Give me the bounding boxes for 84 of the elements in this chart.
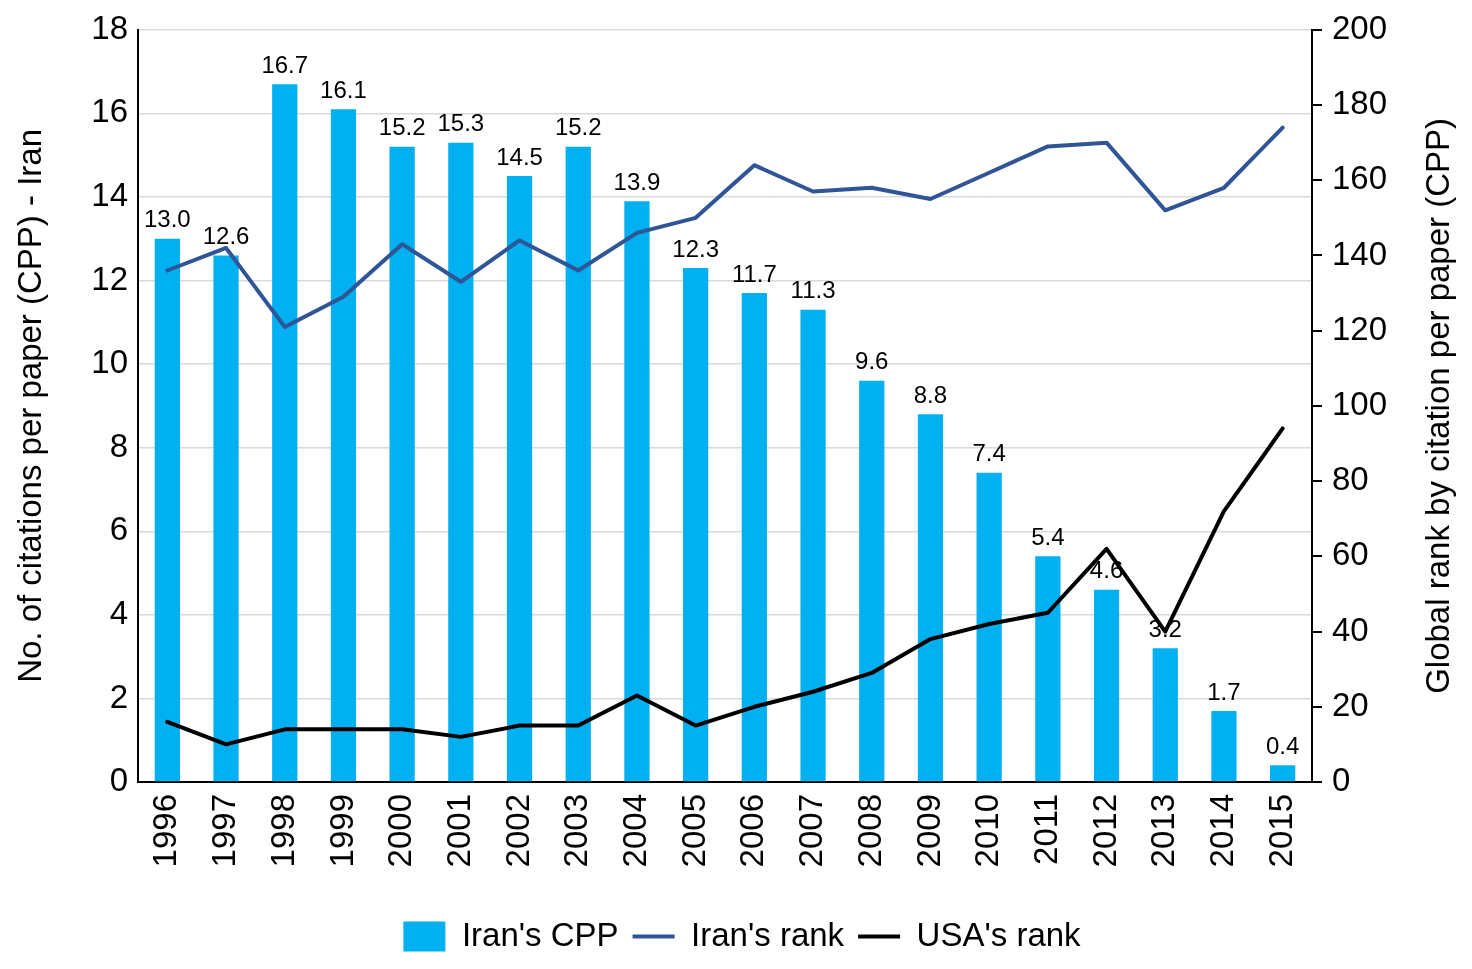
data-label: 0.4 bbox=[1265, 731, 1300, 759]
x-tick-label: 2010 bbox=[968, 794, 1006, 868]
y2-tick-label: 180 bbox=[1332, 84, 1388, 122]
y2-tick-label: 120 bbox=[1332, 309, 1388, 347]
bar bbox=[389, 146, 415, 782]
legend-label: Iran's rank bbox=[691, 915, 845, 953]
y2-tick-label: 40 bbox=[1332, 610, 1369, 648]
bar bbox=[1211, 710, 1237, 782]
x-tick-label: 2006 bbox=[733, 794, 771, 868]
y-tick-label: 12 bbox=[91, 259, 128, 297]
x-tick-label: 2012 bbox=[1085, 794, 1123, 868]
y2-tick-label: 20 bbox=[1332, 685, 1369, 723]
bar bbox=[272, 84, 298, 782]
data-label: 1.7 bbox=[1207, 677, 1241, 705]
x-tick-label: 2005 bbox=[674, 794, 712, 868]
x-tick-label: 2004 bbox=[616, 794, 654, 868]
y-axis-title: No. of citations per paper (CPP) - Iran bbox=[10, 128, 48, 683]
data-label: 16.7 bbox=[261, 50, 309, 78]
data-label: 12.6 bbox=[202, 222, 250, 250]
y-tick-label: 18 bbox=[91, 8, 128, 46]
x-tick-label: 2003 bbox=[557, 794, 595, 868]
y-tick-label: 0 bbox=[109, 761, 128, 799]
y2-tick-label: 160 bbox=[1332, 159, 1388, 197]
x-tick-label: 2008 bbox=[850, 794, 888, 868]
bar bbox=[1270, 765, 1296, 782]
legend-label: USA's rank bbox=[916, 915, 1082, 953]
x-tick-label: 1999 bbox=[322, 794, 360, 868]
x-tick-label: 1998 bbox=[263, 794, 301, 868]
y2-tick-label: 80 bbox=[1332, 460, 1369, 498]
bar bbox=[506, 176, 533, 782]
x-tick-label: 2014 bbox=[1203, 794, 1241, 868]
y-tick-label: 6 bbox=[109, 510, 128, 548]
y-tick-label: 14 bbox=[91, 176, 128, 214]
y2-tick-label: 100 bbox=[1332, 384, 1388, 422]
y2-axis-title: Global rank by citation per paper (CPP) bbox=[1419, 117, 1457, 694]
y2-tick-label: 0 bbox=[1332, 761, 1351, 799]
data-label: 14.5 bbox=[496, 142, 543, 170]
data-label: 13.9 bbox=[613, 167, 661, 195]
data-label: 8.8 bbox=[913, 380, 948, 408]
y2-tick-label: 200 bbox=[1332, 8, 1388, 46]
bar bbox=[741, 293, 767, 782]
data-label: 9.6 bbox=[855, 347, 889, 375]
y2-tick-label: 140 bbox=[1332, 234, 1388, 272]
x-tick-label: 2011 bbox=[1026, 794, 1064, 865]
x-tick-label: 2000 bbox=[381, 794, 419, 868]
data-label: 11.3 bbox=[790, 276, 836, 304]
data-label: 15.2 bbox=[554, 113, 602, 141]
x-tick-label: 1996 bbox=[146, 794, 184, 868]
data-label: 7.4 bbox=[972, 439, 1006, 467]
x-tick-label: 2002 bbox=[498, 794, 536, 868]
data-label: 16.1 bbox=[320, 75, 367, 103]
bar bbox=[213, 255, 239, 782]
y2-tick-label: 60 bbox=[1332, 535, 1369, 573]
bar bbox=[1035, 556, 1061, 782]
data-label: 5.4 bbox=[1031, 522, 1065, 550]
data-label: 11.7 bbox=[731, 259, 777, 287]
y-tick-label: 4 bbox=[109, 593, 128, 631]
data-label: 15.3 bbox=[437, 109, 485, 137]
data-label: 12.3 bbox=[672, 234, 720, 262]
y-tick-label: 10 bbox=[91, 343, 128, 381]
x-tick-label: 2007 bbox=[792, 794, 830, 868]
data-label: 13.0 bbox=[143, 205, 191, 233]
x-tick-label: 2015 bbox=[1261, 794, 1299, 868]
x-tick-label: 2013 bbox=[1144, 794, 1182, 868]
bar bbox=[976, 472, 1002, 782]
bar bbox=[154, 238, 180, 782]
data-label: 15.2 bbox=[378, 113, 426, 141]
bar bbox=[330, 109, 357, 782]
bar bbox=[624, 201, 650, 782]
legend-label: Iran's CPP bbox=[461, 915, 619, 953]
bar bbox=[1093, 589, 1120, 782]
y-tick-label: 8 bbox=[109, 426, 128, 464]
bar bbox=[859, 380, 885, 782]
bar bbox=[917, 414, 944, 782]
x-tick-label: 2001 bbox=[439, 794, 477, 868]
x-tick-label: 2009 bbox=[909, 794, 947, 868]
bar bbox=[800, 309, 826, 782]
y-tick-label: 2 bbox=[109, 677, 128, 715]
bar bbox=[1152, 648, 1178, 782]
y-tick-label: 16 bbox=[91, 92, 128, 130]
x-tick-label: 1997 bbox=[205, 794, 243, 868]
bar bbox=[683, 268, 709, 782]
bar bbox=[565, 146, 591, 782]
bar bbox=[448, 142, 474, 782]
